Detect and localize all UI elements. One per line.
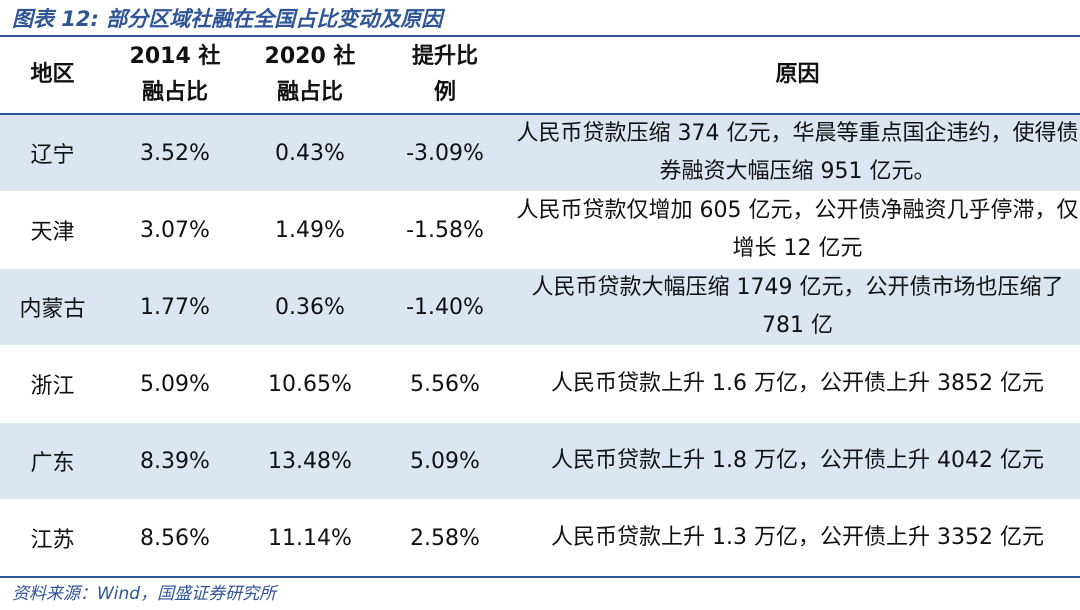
table-header-row: 地区 2014 社融占比 2020 社融占比 提升比例 原因 [0,37,1080,115]
header-share-2014: 2014 社融占比 [105,37,245,115]
cell-change: -1.58% [375,191,515,269]
cell-reason: 人民币贷款上升 1.8 万亿，公开债上升 4042 亿元 [515,422,1080,500]
cell-share-2014: 3.52% [105,114,245,192]
header-change: 提升比例 [375,37,515,115]
header-share-2020: 2020 社融占比 [245,37,375,115]
table-row: 江苏 8.56% 11.14% 2.58% 人民币贷款上升 1.3 万亿，公开债… [0,499,1080,578]
cell-share-2014: 8.56% [105,499,245,578]
cell-region: 辽宁 [0,114,105,192]
cell-share-2020: 11.14% [245,499,375,578]
cell-share-2020: 1.49% [245,191,375,269]
cell-region: 浙江 [0,345,105,423]
table-row: 内蒙古 1.77% 0.36% -1.40% 人民币贷款大幅压缩 1749 亿元… [0,268,1080,346]
cell-share-2020: 0.43% [245,114,375,192]
cell-reason: 人民币贷款仅增加 605 亿元，公开债净融资几乎停滞，仅增长 12 亿元 [515,191,1080,269]
cell-share-2014: 1.77% [105,268,245,346]
cell-share-2014: 8.39% [105,422,245,500]
cell-reason: 人民币贷款压缩 374 亿元，华晨等重点国企违约，使得债券融资大幅压缩 951 … [515,114,1080,192]
cell-change: -1.40% [375,268,515,346]
figure-title: 图表 12: 部分区域社融在全国占比变动及原因 [12,7,443,31]
cell-share-2020: 0.36% [245,268,375,346]
table-row: 广东 8.39% 13.48% 5.09% 人民币贷款上升 1.8 万亿，公开债… [0,422,1080,500]
cell-reason: 人民币贷款大幅压缩 1749 亿元，公开债市场也压缩了 781 亿 [515,268,1080,346]
cell-region: 广东 [0,422,105,500]
cell-region: 江苏 [0,499,105,578]
cell-change: -3.09% [375,114,515,192]
header-region: 地区 [0,37,105,115]
cell-share-2020: 13.48% [245,422,375,500]
table-row: 辽宁 3.52% 0.43% -3.09% 人民币贷款压缩 374 亿元，华晨等… [0,114,1080,192]
cell-change: 5.56% [375,345,515,423]
source-note: 资料来源：Wind，国盛证券研究所 [12,584,277,604]
cell-reason: 人民币贷款上升 1.3 万亿，公开债上升 3352 亿元 [515,499,1080,578]
title-divider [0,35,1080,37]
table-row: 天津 3.07% 1.49% -1.58% 人民币贷款仅增加 605 亿元，公开… [0,191,1080,269]
cell-change: 5.09% [375,422,515,500]
cell-share-2020: 10.65% [245,345,375,423]
cell-region: 内蒙古 [0,268,105,346]
cell-share-2014: 5.09% [105,345,245,423]
cell-share-2014: 3.07% [105,191,245,269]
table-row: 浙江 5.09% 10.65% 5.56% 人民币贷款上升 1.6 万亿，公开债… [0,345,1080,423]
cell-reason: 人民币贷款上升 1.6 万亿，公开债上升 3852 亿元 [515,345,1080,423]
cell-change: 2.58% [375,499,515,578]
region-share-table: 地区 2014 社融占比 2020 社融占比 提升比例 原因 辽宁 3.52% … [0,37,1080,578]
header-reason: 原因 [515,37,1080,115]
cell-region: 天津 [0,191,105,269]
